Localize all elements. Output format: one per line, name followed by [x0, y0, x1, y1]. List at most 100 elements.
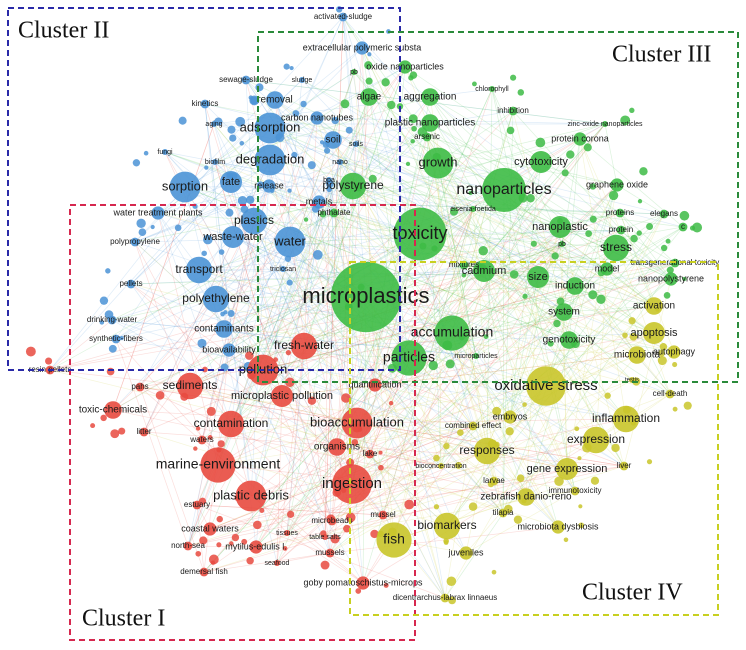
- edge: [408, 138, 581, 359]
- minor-node: [556, 297, 565, 306]
- node-label: elegans: [650, 209, 678, 218]
- edge: [187, 468, 568, 547]
- edge: [281, 354, 638, 397]
- minor-node: [516, 474, 525, 482]
- node-label: cytotoxicity: [514, 156, 568, 168]
- minor-node: [646, 459, 653, 465]
- edge: [318, 201, 353, 485]
- node: [421, 114, 439, 132]
- edge: [472, 278, 672, 427]
- node: [222, 343, 236, 357]
- edge: [215, 298, 331, 554]
- edge: [269, 127, 576, 287]
- minor-node: [237, 196, 248, 206]
- node: [602, 121, 608, 127]
- node: [211, 121, 217, 127]
- node-label: fish: [383, 531, 405, 547]
- edge: [203, 552, 331, 573]
- minor-node: [404, 499, 415, 510]
- minor-node: [522, 293, 528, 299]
- edge: [276, 552, 331, 564]
- node-label: water treatment plants: [112, 207, 203, 217]
- edge: [115, 338, 627, 420]
- node-label: bioconcentration: [415, 463, 466, 470]
- minor-node: [468, 502, 478, 511]
- edge: [49, 127, 271, 371]
- minor-node: [227, 310, 235, 318]
- node-label: kinetics: [192, 99, 219, 108]
- node-label: marine-environment: [156, 456, 281, 472]
- edge: [318, 122, 431, 203]
- node-label: proteins: [606, 208, 634, 217]
- minor-node: [239, 140, 245, 146]
- edge: [509, 243, 563, 418]
- minor-node: [510, 74, 517, 81]
- node-label: immunotoxicity: [549, 486, 602, 495]
- minor-node: [408, 75, 414, 81]
- node: [556, 458, 578, 480]
- edge: [351, 233, 421, 485]
- node: [199, 567, 209, 577]
- node: [197, 435, 207, 445]
- edge: [269, 71, 355, 129]
- edge: [274, 99, 320, 203]
- node-label: synthetic-fibers: [89, 334, 143, 343]
- edge: [209, 465, 625, 530]
- node-label: pahs: [131, 382, 148, 391]
- edge: [164, 151, 335, 214]
- node: [667, 345, 681, 359]
- node: [530, 151, 552, 173]
- edge: [426, 136, 625, 467]
- edge: [579, 138, 671, 395]
- edge: [382, 208, 474, 516]
- edge: [540, 161, 672, 280]
- edge: [139, 386, 625, 467]
- edge: [563, 305, 655, 313]
- edge: [157, 185, 270, 214]
- edge: [369, 208, 474, 455]
- node: [274, 226, 306, 258]
- edge: [269, 159, 371, 455]
- edge: [472, 208, 547, 387]
- edge: [274, 99, 474, 210]
- node-label: transport: [175, 262, 223, 276]
- edge: [365, 296, 675, 353]
- node: [337, 159, 343, 165]
- node: [365, 449, 375, 459]
- edge: [429, 96, 570, 341]
- edge: [303, 243, 563, 347]
- minor-node: [443, 538, 449, 544]
- minor-node: [547, 340, 554, 347]
- minor-node: [136, 218, 146, 229]
- node-label: expression: [567, 432, 625, 446]
- node: [616, 225, 626, 235]
- node: [527, 266, 549, 288]
- edge: [276, 311, 565, 564]
- node: [582, 426, 610, 454]
- node: [610, 178, 624, 192]
- node-label: nanopolystyrene: [638, 273, 704, 283]
- minor-node: [387, 100, 396, 110]
- minor-node: [365, 77, 373, 85]
- edge: [339, 161, 505, 191]
- edge: [187, 349, 230, 547]
- edge: [223, 117, 318, 330]
- edge: [451, 123, 606, 334]
- edge: [262, 262, 676, 371]
- node-label: toxicity: [392, 223, 447, 243]
- node-label: fate: [222, 176, 240, 188]
- node: [570, 486, 580, 496]
- minor-node: [241, 538, 248, 545]
- node-label: zebrafish danio-rerio: [480, 492, 572, 503]
- edge: [143, 66, 406, 433]
- edge: [333, 212, 576, 492]
- node-label: lake: [363, 449, 378, 458]
- minor-node: [108, 344, 117, 353]
- minor-node: [246, 557, 254, 565]
- edge: [351, 354, 638, 485]
- edge: [329, 139, 334, 554]
- edge: [426, 136, 495, 482]
- node-label: contaminants: [194, 324, 253, 335]
- minor-node: [343, 524, 351, 533]
- minor-node: [155, 390, 165, 400]
